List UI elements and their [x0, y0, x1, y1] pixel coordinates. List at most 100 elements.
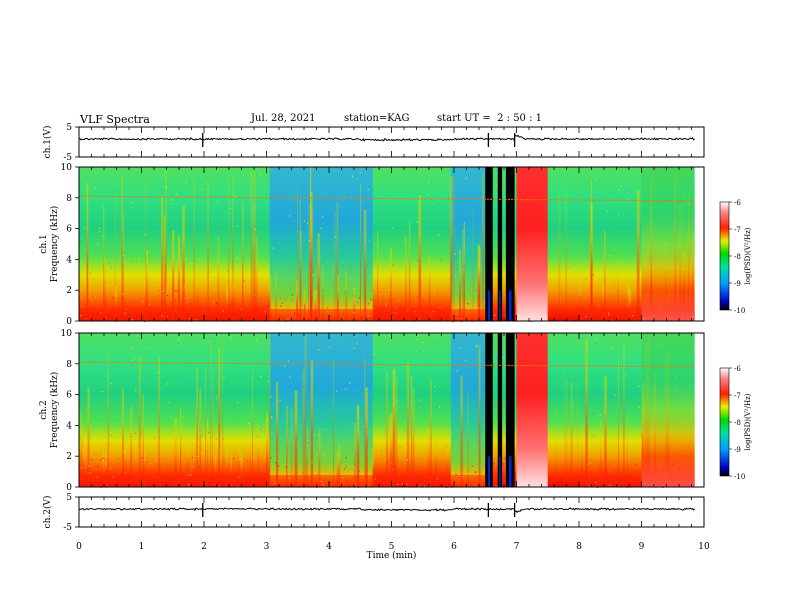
spectrogram-noise — [445, 486, 447, 489]
spectrogram-noise — [335, 481, 338, 483]
spectrogram-noise — [609, 375, 612, 377]
spectrogram-noise — [251, 303, 253, 305]
spectrogram-noise — [102, 394, 104, 397]
spectrogram-streak — [433, 277, 436, 321]
spectrogram-noise — [392, 191, 395, 193]
spectrogram-noise — [579, 170, 581, 172]
spectrogram-noise — [394, 306, 396, 309]
spectrogram-noise — [117, 418, 119, 420]
spectrogram-noise — [141, 457, 143, 459]
spectrogram-noise — [214, 483, 216, 486]
spectrogram-noise — [468, 189, 470, 191]
spectrogram-noise — [208, 432, 210, 434]
spectrogram-noise — [593, 435, 595, 437]
spectrogram-noise — [290, 382, 293, 385]
spectrogram-noise — [373, 446, 376, 449]
spectrogram-noise — [169, 428, 171, 430]
spectrogram-noise — [321, 290, 324, 292]
spectrogram-noise — [597, 227, 599, 229]
x-tick-label: 5 — [389, 542, 395, 552]
spectrogram-noise — [294, 315, 296, 318]
spectrogram-noise — [614, 394, 616, 396]
spectrogram-noise — [151, 415, 154, 417]
y-tick-label: 6 — [66, 225, 72, 235]
spectrogram-noise — [126, 213, 128, 215]
spectrogram-streak — [478, 246, 481, 321]
spectrogram-noise — [142, 387, 144, 389]
spectrogram-noise — [480, 319, 482, 321]
spectrogram-noise — [613, 462, 615, 464]
spectrogram-noise — [403, 415, 405, 417]
spectrogram-noise — [434, 386, 436, 388]
spectrogram-noise — [218, 307, 220, 309]
spectrogram-noise — [606, 485, 608, 487]
spectrogram-noise — [210, 200, 213, 202]
spectrogram-streak — [232, 273, 233, 321]
spectrogram-noise — [101, 235, 103, 238]
spectrogram-noise — [270, 396, 272, 398]
spectrogram-noise — [242, 429, 244, 431]
spectrogram-noise — [285, 287, 287, 289]
spectrogram-noise — [230, 382, 232, 384]
spectrogram-saturation-edge — [487, 290, 491, 321]
spectrogram-noise — [431, 451, 433, 453]
spectrogram-noise — [181, 404, 183, 406]
spectrogram-noise — [227, 270, 229, 273]
x-tick-label: 9 — [639, 542, 645, 552]
spectrogram-noise — [462, 239, 464, 241]
chart-title: VLF Spectra — [80, 113, 150, 126]
spectrogram-streak — [286, 405, 288, 487]
y-tick-label: 0 — [66, 483, 72, 493]
spectrogram-noise — [188, 474, 190, 476]
spectrogram-noise — [303, 305, 306, 307]
spectrogram-noise — [102, 429, 104, 431]
spectrogram-noise — [392, 312, 394, 314]
spectrogram-noise — [110, 374, 112, 376]
spectrogram-noise — [478, 183, 480, 185]
spectrogram-noise — [446, 245, 449, 247]
spectrogram-noise — [242, 451, 245, 454]
spectrogram-noise — [307, 386, 309, 389]
spectrogram-noise — [180, 273, 182, 275]
spectrogram-noise — [98, 231, 101, 233]
spectrogram-noise — [79, 350, 81, 352]
spectrogram-noise — [142, 480, 144, 482]
spectrogram-noise — [148, 303, 151, 306]
spectrogram-noise — [611, 226, 613, 229]
spectrogram-noise — [89, 272, 92, 274]
spectrogram-noise — [283, 290, 286, 293]
spectrogram-noise — [595, 178, 597, 180]
spectrogram-noise — [416, 296, 419, 298]
spectrogram-streak — [299, 197, 301, 321]
spectrogram-noise — [435, 399, 437, 401]
colorbar — [719, 201, 730, 311]
spectrogram-noise — [438, 261, 440, 264]
spectrogram-background — [79, 167, 695, 321]
spectrogram-noise — [336, 390, 338, 392]
spectrogram-noise — [135, 357, 137, 359]
spectrogram-streak — [415, 287, 417, 321]
spectrogram-noise — [297, 314, 300, 316]
spectrogram-noise — [589, 485, 591, 487]
spectrogram-streak — [145, 176, 147, 321]
panel-ch-1 — [75, 166, 732, 323]
spectrogram-noise — [637, 391, 639, 393]
spectrogram-noise — [270, 457, 272, 459]
spectrogram-noise — [223, 176, 225, 178]
spectrogram-noise — [105, 281, 107, 283]
spectrogram-noise — [466, 438, 469, 440]
spectrogram-noise — [233, 457, 235, 459]
spectrogram-noise — [116, 223, 118, 225]
spectrogram-noise — [171, 471, 173, 474]
spectrogram-noise — [613, 285, 615, 287]
spectrogram-noise — [95, 173, 97, 175]
spectrogram-noise — [349, 382, 351, 384]
spectrogram-noise — [326, 262, 328, 264]
spectrogram-noise — [502, 263, 504, 265]
spectrogram-streak — [204, 368, 206, 487]
spectrogram-noise — [154, 437, 156, 439]
spectrogram-noise — [411, 201, 413, 203]
spectrogram-noise — [583, 404, 586, 407]
spectrogram-noise — [289, 376, 291, 378]
spectrogram-noise — [93, 390, 95, 392]
